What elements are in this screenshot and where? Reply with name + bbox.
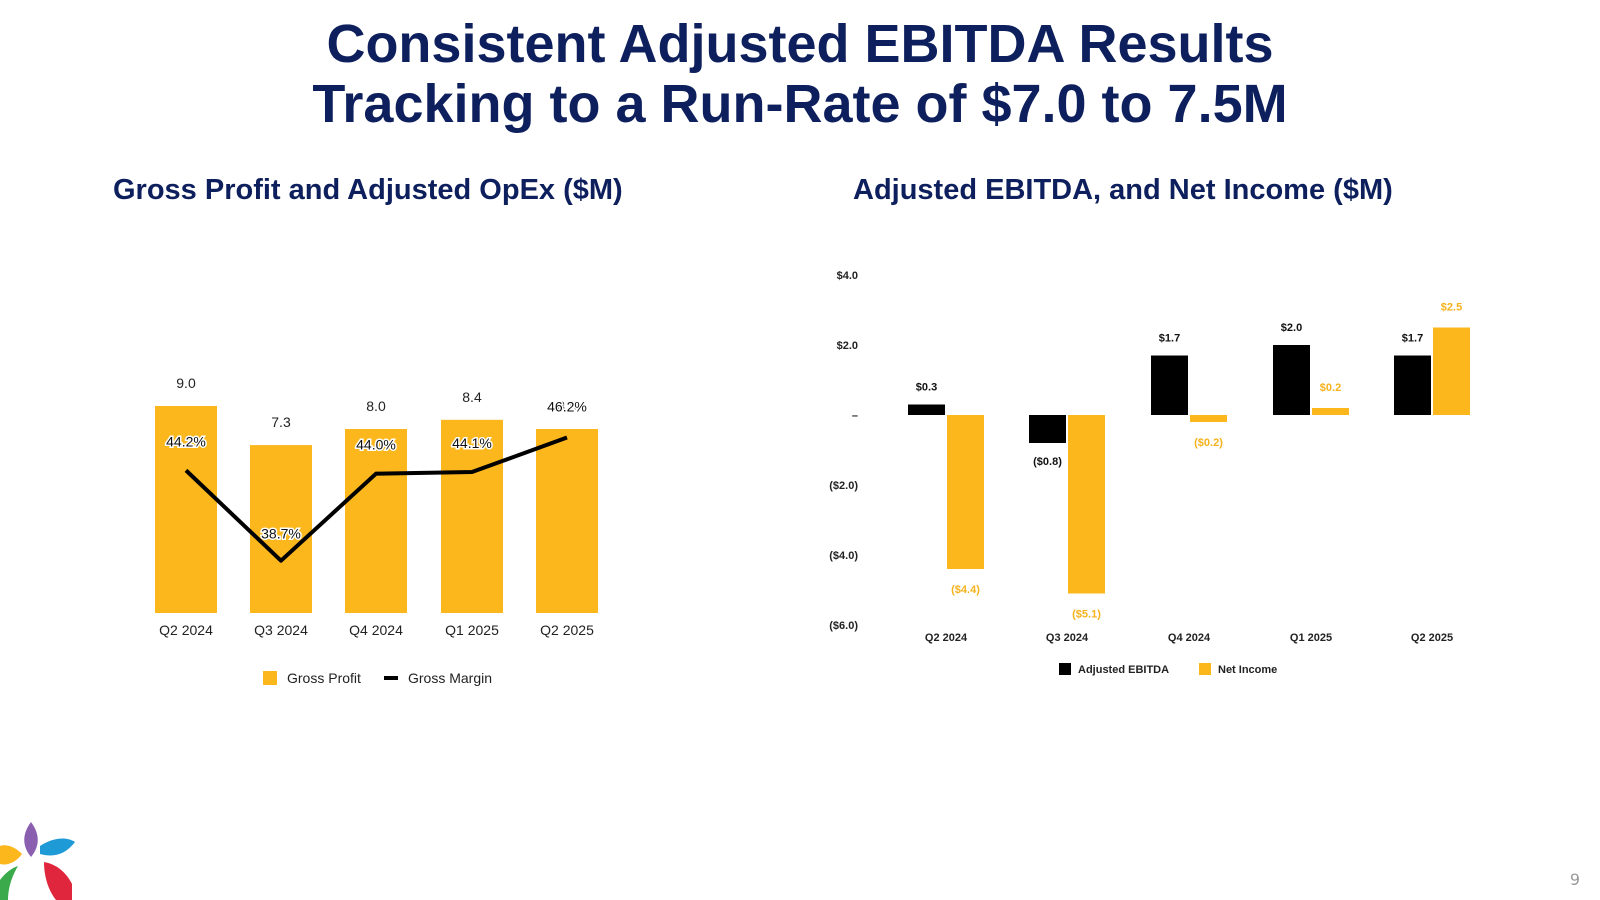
- legend-swatch-gross-profit: [263, 671, 277, 685]
- adjusted-ebitda-bar: [1029, 415, 1066, 443]
- page-number: 9: [1569, 870, 1580, 889]
- adjusted-ebitda-bar: [908, 404, 945, 415]
- legend-label-gross-margin: Gross Margin: [408, 670, 492, 686]
- net-income-value-label: $2.5: [1441, 302, 1462, 314]
- gross-profit-value-label: 8.0: [557, 398, 577, 414]
- x-axis-tick-label: Q2 2024: [925, 632, 968, 644]
- gross-profit-bar: [155, 406, 217, 613]
- gross-profit-value-label: 8.0: [366, 398, 386, 414]
- adjusted-ebitda-value-label: $2.0: [1281, 322, 1302, 334]
- gross-profit-value-label: 9.0: [176, 375, 196, 391]
- ebitda-chart-title: Adjusted EBITDA, and Net Income ($M): [853, 174, 1393, 206]
- company-logo-icon: [0, 822, 75, 900]
- net-income-bar: [1068, 415, 1105, 594]
- net-income-bar: [947, 415, 984, 569]
- net-income-bar: [1312, 408, 1349, 415]
- legend-swatch-adjusted-ebitda: [1059, 663, 1071, 675]
- adjusted-ebitda-value-label: $1.7: [1402, 333, 1423, 345]
- gross-margin-label: 44.1%: [452, 435, 492, 451]
- net-income-bar: [1433, 327, 1470, 415]
- slide-title: Consistent Adjusted EBITDA Results Track…: [0, 14, 1600, 134]
- x-axis-tick-label: Q1 2025: [1290, 632, 1332, 644]
- x-axis-tick-label: Q2 2025: [1411, 632, 1453, 644]
- gross-profit-chart-title: Gross Profit and Adjusted OpEx ($M): [113, 174, 623, 206]
- gross-profit-value-label: 8.4: [462, 389, 482, 405]
- y-axis-tick-label: ($6.0): [829, 620, 858, 632]
- gross-profit-bar: [441, 419, 503, 613]
- x-axis-tick-label: Q3 2024: [1046, 632, 1089, 644]
- y-axis-tick-label: ($4.0): [829, 550, 858, 562]
- adjusted-ebitda-value-label: $1.7: [1159, 333, 1180, 345]
- net-income-value-label: ($4.4): [951, 584, 980, 596]
- net-income-value-label: ($5.1): [1072, 609, 1101, 621]
- legend-label-gross-profit: Gross Profit: [287, 670, 361, 686]
- gross-margin-line: [184, 435, 568, 563]
- adjusted-ebitda-bar: [1394, 355, 1431, 415]
- legend-label-adjusted-ebitda: Adjusted EBITDA: [1078, 664, 1169, 676]
- gross-margin-label: 46.2%: [547, 399, 587, 415]
- x-axis-tick-label: Q3 2024: [254, 622, 308, 638]
- adjusted-ebitda-value-label: $0.3: [916, 382, 937, 394]
- legend-label-net-income: Net Income: [1218, 664, 1277, 676]
- y-axis-tick-label: $2.0: [837, 340, 858, 352]
- title-line-1: Consistent Adjusted EBITDA Results: [326, 14, 1274, 74]
- net-income-bar: [1190, 415, 1227, 422]
- adjusted-ebitda-value-label: ($0.8): [1033, 456, 1062, 468]
- y-axis-tick-label: ($2.0): [829, 480, 858, 492]
- x-axis-tick-label: Q4 2024: [349, 622, 403, 638]
- gross-margin-label: 44.2%: [166, 433, 206, 449]
- gross-profit-bar: [536, 429, 598, 613]
- net-income-value-label: ($0.2): [1194, 437, 1223, 449]
- gross-profit-chart: 9.0 Q2 2024 7.3 Q3 2024 8.0 Q4 2024 8.4 Q1 2025…: [155, 375, 598, 686]
- gross-margin-label: 44.0%: [356, 437, 396, 453]
- y-axis-tick-label: –: [852, 410, 858, 422]
- adjusted-ebitda-bar: [1273, 345, 1310, 415]
- x-axis-tick-label: Q2 2024: [159, 622, 213, 638]
- x-axis-tick-label: Q4 2024: [1168, 632, 1211, 644]
- adjusted-ebitda-bar: [1151, 355, 1188, 415]
- x-axis-tick-label: Q2 2025: [540, 622, 594, 638]
- title-line-2: Tracking to a Run-Rate of $7.0 to 7.5M: [312, 74, 1288, 134]
- gross-profit-bar: [345, 429, 407, 613]
- x-axis-tick-label: Q1 2025: [445, 622, 499, 638]
- y-axis-tick-label: $4.0: [837, 270, 858, 282]
- gross-profit-value-label: 7.3: [271, 414, 291, 430]
- legend-swatch-gross-margin: [384, 676, 398, 680]
- gross-margin-label: 38.7%: [261, 526, 301, 542]
- net-income-value-label: $0.2: [1320, 382, 1341, 394]
- gross-profit-bar: [250, 445, 312, 613]
- legend-swatch-net-income: [1199, 663, 1211, 675]
